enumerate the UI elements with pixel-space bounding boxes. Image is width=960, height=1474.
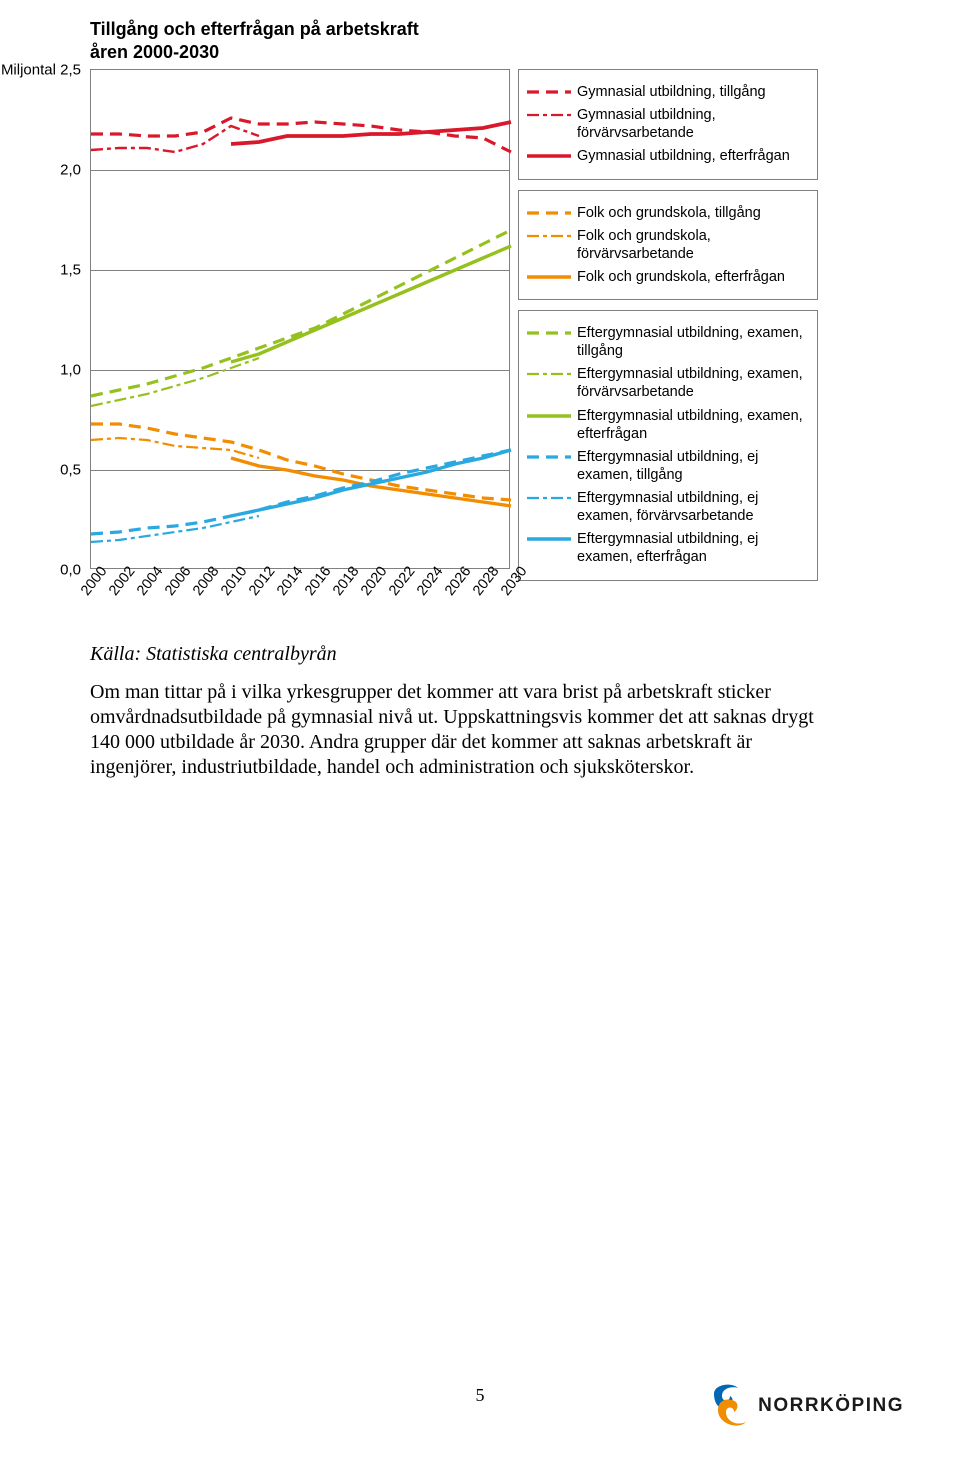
x-tick-label: 2016 — [302, 564, 334, 599]
y-tick-label: 1,5 — [60, 262, 81, 279]
legend-group: Gymnasial utbildning, tillgång Gymnasial … — [518, 69, 818, 180]
y-tick-label: 0,0 — [60, 562, 81, 579]
series-folk_forvarv — [91, 438, 259, 458]
legend-item: Folk och grundskola, efterfrågan — [527, 268, 809, 286]
x-tick-label: 2024 — [414, 564, 446, 599]
x-tick-label: 2020 — [358, 564, 390, 599]
legend-swatch — [527, 229, 571, 243]
legend-item: Eftergymnasial utbildning, ej examen, ti… — [527, 448, 809, 484]
series-eft_ex_efterfragan — [231, 246, 511, 362]
x-tick-label: 2022 — [386, 564, 418, 599]
x-tick-label: 2026 — [442, 564, 474, 599]
logo: NORRKÖPING — [708, 1380, 904, 1432]
x-tick-label: 2010 — [218, 564, 250, 599]
legend-item: Gymnasial utbildning, efterfrågan — [527, 147, 809, 165]
legend-item: Folk och grundskola, tillgång — [527, 204, 809, 222]
y-tick-label: 0,5 — [60, 462, 81, 479]
legend-item: Eftergymnasial utbildning, ej examen, fö… — [527, 489, 809, 525]
legend-swatch — [527, 367, 571, 381]
legend-label: Folk och grundskola, tillgång — [577, 204, 761, 222]
legend-item: Eftergymnasial utbildning, examen, förvä… — [527, 365, 809, 401]
legend-label: Eftergymnasial utbildning, examen, förvä… — [577, 365, 809, 401]
series-eft_ej_forvarv — [91, 516, 259, 542]
x-tick-label: 2006 — [162, 564, 194, 599]
legend-swatch — [527, 532, 571, 546]
x-tick-label: 2014 — [274, 564, 306, 599]
legend-label: Folk och grundskola, efterfrågan — [577, 268, 785, 286]
y-tick-label: 2,0 — [60, 162, 81, 179]
legend-label: Eftergymnasial utbildning, examen, tillg… — [577, 324, 809, 360]
body-paragraph: Om man tittar på i vilka yrkesgrupper de… — [90, 680, 820, 780]
legend-swatch — [527, 206, 571, 220]
legend-item: Gymnasial utbildning, tillgång — [527, 83, 809, 101]
x-tick-label: 2000 — [78, 564, 110, 599]
x-tick-label: 2028 — [470, 564, 502, 599]
chart-title-line2: åren 2000-2030 — [90, 42, 219, 62]
legend-label: Eftergymnasial utbildning, examen, efter… — [577, 407, 809, 443]
x-tick-label: 2012 — [246, 564, 278, 599]
series-eft_ej_efterfragan — [231, 450, 511, 516]
plot-area: Miljontal 2,52,01,51,00,50,0 — [90, 69, 510, 569]
legend-swatch — [527, 85, 571, 99]
x-tick-label: 2002 — [106, 564, 138, 599]
chart-title-line1: Tillgång och efterfrågan på arbetskraft — [90, 19, 419, 39]
series-gym_efterfragan — [231, 122, 511, 144]
logo-icon — [708, 1380, 752, 1432]
legend-swatch — [527, 409, 571, 423]
legend-label: Folk och grundskola, förvärvsarbetande — [577, 227, 809, 263]
legend-swatch — [527, 450, 571, 464]
legend-group: Eftergymnasial utbildning, examen, tillg… — [518, 310, 818, 581]
x-tick-label: 2004 — [134, 564, 166, 599]
series-gym_forvarv — [91, 126, 259, 152]
x-tick-label: 2008 — [190, 564, 222, 599]
legend-item: Eftergymnasial utbildning, ej examen, ef… — [527, 530, 809, 566]
chart-area: Miljontal 2,52,01,51,00,50,0 20002002200… — [90, 69, 510, 615]
logo-text: NORRKÖPING — [758, 1395, 904, 1417]
legend-label: Gymnasial utbildning, förvärvsarbetande — [577, 106, 809, 142]
legend-swatch — [527, 108, 571, 122]
legend-item: Eftergymnasial utbildning, examen, tillg… — [527, 324, 809, 360]
x-axis: 2000200220042006200820102012201420162018… — [90, 569, 510, 615]
legend-item: Gymnasial utbildning, förvärvsarbetande — [527, 106, 809, 142]
chart-row: Miljontal 2,52,01,51,00,50,0 20002002200… — [90, 69, 870, 615]
legend-label: Eftergymnasial utbildning, ej examen, ti… — [577, 448, 809, 484]
legend-swatch — [527, 270, 571, 284]
legend-label: Gymnasial utbildning, tillgång — [577, 83, 766, 101]
y-tick-label: 1,0 — [60, 362, 81, 379]
source-line: Källa: Statistiska centralbyrån — [90, 643, 870, 666]
chart-title: Tillgång och efterfrågan på arbetskraft … — [90, 18, 870, 63]
legend-swatch — [527, 149, 571, 163]
x-tick-label: 2018 — [330, 564, 362, 599]
legend-group: Folk och grundskola, tillgång Folk och gr… — [518, 190, 818, 301]
legend: Gymnasial utbildning, tillgång Gymnasial … — [518, 69, 818, 591]
legend-swatch — [527, 491, 571, 505]
series-eft_ex_forvarv — [91, 358, 259, 406]
legend-item: Eftergymnasial utbildning, examen, efter… — [527, 407, 809, 443]
legend-label: Eftergymnasial utbildning, ej examen, ef… — [577, 530, 809, 566]
legend-item: Folk och grundskola, förvärvsarbetande — [527, 227, 809, 263]
legend-swatch — [527, 326, 571, 340]
legend-label: Gymnasial utbildning, efterfrågan — [577, 147, 790, 165]
series-eft_ex_tillgang — [91, 230, 511, 396]
y-tick-label: Miljontal 2,5 — [1, 62, 81, 79]
chart-lines — [91, 70, 511, 570]
legend-label: Eftergymnasial utbildning, ej examen, fö… — [577, 489, 809, 525]
